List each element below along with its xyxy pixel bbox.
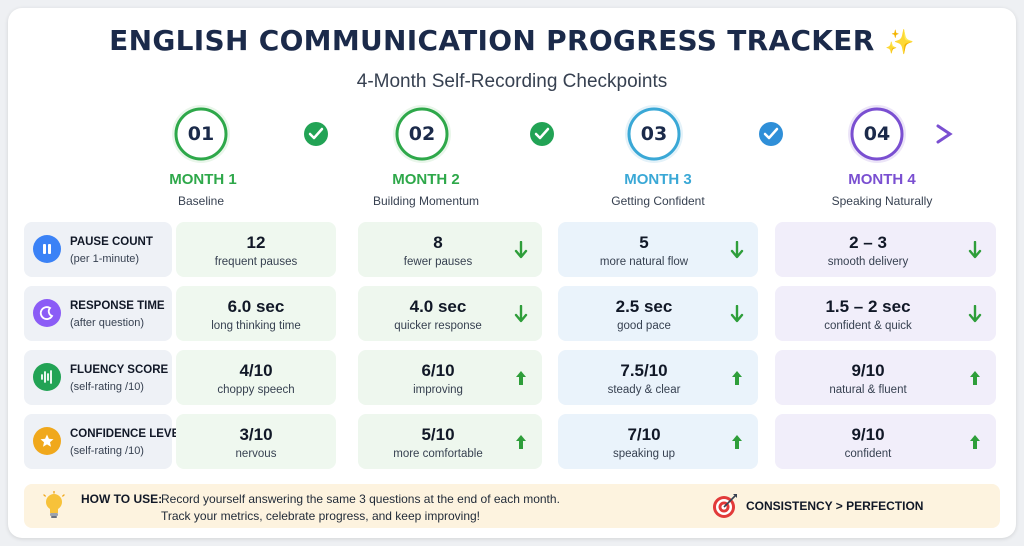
milestone-circle-3 [625, 105, 683, 163]
instruction-line-2: Track your metrics, celebrate progress, … [161, 509, 481, 523]
page-title: ENGLISH COMMUNICATION PROGRESS TRACKER ✨ [109, 24, 915, 57]
arrow-down-icon [514, 305, 528, 323]
metric-cell: 12 frequent pauses [176, 222, 336, 277]
milestone-circle-4 [848, 105, 906, 163]
metric-cell: 6.0 sec long thinking time [176, 286, 336, 341]
metric-cell: 6/10 improving [358, 350, 542, 405]
lightbulb-icon [43, 491, 65, 518]
milestone-number: 03 [640, 123, 668, 145]
metric-cell: 5 more natural flow [558, 222, 758, 277]
timeline-arrow-icon [936, 124, 953, 144]
metric-label-response-time: RESPONSE TIME (after question) [24, 286, 172, 341]
metric-cell: 7.5/10 steady & clear [558, 350, 758, 405]
month-label: MONTH 1 [169, 171, 237, 188]
metric-label-pause-count: PAUSE COUNT (per 1-minute) [24, 222, 172, 277]
metric-cell: 1.5 – 2 sec confident & quick [775, 286, 996, 341]
check-icon [759, 122, 783, 146]
arrow-down-icon [968, 241, 982, 259]
arrow-up-icon [732, 435, 742, 449]
arrow-up-icon [732, 371, 742, 385]
month-label: MONTH 2 [392, 171, 460, 188]
how-to-use-banner: HOW TO USE: Record yourself answering th… [24, 484, 1000, 528]
sound-wave-icon [33, 363, 61, 391]
month-label: MONTH 3 [624, 171, 692, 188]
check-icon [530, 122, 554, 146]
metric-cell: 9/10 natural & fluent [775, 350, 996, 405]
metric-cell: 3/10 nervous [176, 414, 336, 469]
arrow-down-icon [730, 241, 744, 259]
month-description: Getting Confident [611, 194, 705, 208]
target-icon [713, 494, 737, 518]
metric-cell: 9/10 confident [775, 414, 996, 469]
metric-cell: 2.5 sec good pace [558, 286, 758, 341]
timeline [172, 105, 953, 163]
check-icon [304, 122, 328, 146]
arrow-up-icon [516, 371, 526, 385]
instruction-line-1: Record yourself answering the same 3 que… [161, 492, 560, 506]
month-description: Speaking Naturally [831, 194, 933, 208]
month-description: Building Momentum [372, 194, 480, 208]
milestone-number: 04 [863, 123, 891, 145]
metric-label-fluency-score: FLUENCY SCORE (self-rating /10) [24, 350, 172, 405]
arrow-down-icon [730, 305, 744, 323]
arrow-up-icon [970, 435, 980, 449]
arrow-up-icon [970, 371, 980, 385]
milestone-number: 01 [187, 123, 215, 145]
month-description: Baseline [177, 194, 225, 208]
moon-clock-icon [33, 299, 61, 327]
metric-cell: 4.0 sec quicker response [358, 286, 542, 341]
arrow-up-icon [516, 435, 526, 449]
arrow-down-icon [514, 241, 528, 259]
how-to-use-label: HOW TO USE: [81, 492, 163, 506]
metric-cell: 7/10 speaking up [558, 414, 758, 469]
metric-cell: 5/10 more comfortable [358, 414, 542, 469]
star-icon [33, 427, 61, 455]
milestone-circle-1 [172, 105, 230, 163]
month-label: MONTH 4 [848, 171, 916, 188]
metric-cell: 8 fewer pauses [358, 222, 542, 277]
page-subtitle: 4-Month Self-Recording Checkpoints [356, 71, 668, 92]
arrow-down-icon [968, 305, 982, 323]
milestone-circle-2 [393, 105, 451, 163]
pause-icon [33, 235, 61, 263]
metric-label-confidence-level: CONFIDENCE LEVEL (self-rating /10) [24, 414, 186, 469]
milestone-number: 02 [408, 123, 436, 145]
sparkles-icon: ✨ [884, 28, 915, 56]
motto: CONSISTENCY > PERFECTION [746, 499, 924, 513]
metric-cell: 2 – 3 smooth delivery [775, 222, 996, 277]
metric-cell: 4/10 choppy speech [176, 350, 336, 405]
